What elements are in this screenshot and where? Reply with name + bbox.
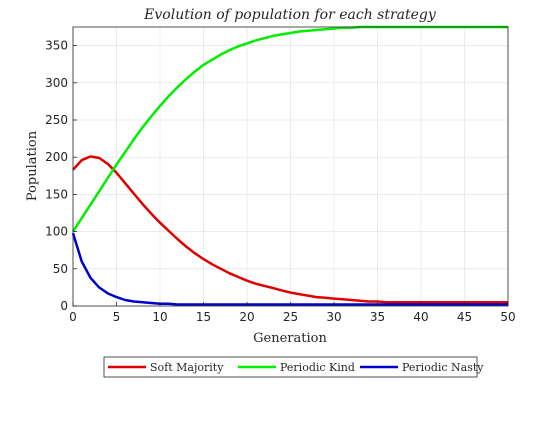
x-tick-label: 50 bbox=[500, 310, 515, 324]
axis-ticks: 0 5 10 15 20 25 30 35 40 45 50 0 50 100 150 200 250 300 35… bbox=[45, 39, 516, 324]
y-tick-label: 300 bbox=[45, 76, 68, 90]
series-line-soft-majority bbox=[72, 155, 508, 304]
y-tick-label: 200 bbox=[45, 150, 68, 164]
y-tick-label: 150 bbox=[45, 187, 68, 201]
x-tick-label: 30 bbox=[326, 310, 341, 324]
y-tick-label: 0 bbox=[60, 299, 68, 313]
x-tick-label: 45 bbox=[457, 310, 472, 324]
y-tick-label: 50 bbox=[53, 262, 68, 276]
legend-label-periodic-kind: Periodic Kind bbox=[280, 361, 355, 374]
chart-title: Evolution of population for each strateg… bbox=[143, 7, 437, 23]
x-tick-label: 40 bbox=[413, 310, 428, 324]
y-tick-label: 350 bbox=[45, 39, 68, 53]
x-tick-label: 25 bbox=[283, 310, 298, 324]
x-tick-label: 10 bbox=[152, 310, 167, 324]
x-tick-label: 15 bbox=[196, 310, 211, 324]
x-tick-label: 35 bbox=[370, 310, 385, 324]
legend-label-soft-majority: Soft Majority bbox=[150, 361, 224, 374]
legend-box bbox=[103, 356, 478, 378]
x-axis-label: Generation bbox=[253, 331, 327, 346]
y-tick-label: 100 bbox=[45, 225, 68, 239]
legend-label-periodic-nasty: Periodic Nasty bbox=[402, 361, 484, 374]
x-tick-label: 0 bbox=[69, 310, 77, 324]
y-tick-label: 250 bbox=[45, 113, 68, 127]
legend: Soft Majority Periodic Kind Periodic Nasty bbox=[103, 356, 484, 378]
x-tick-label: 20 bbox=[239, 310, 254, 324]
y-axis-label: Population bbox=[25, 130, 40, 201]
x-tick-label: 5 bbox=[113, 310, 121, 324]
